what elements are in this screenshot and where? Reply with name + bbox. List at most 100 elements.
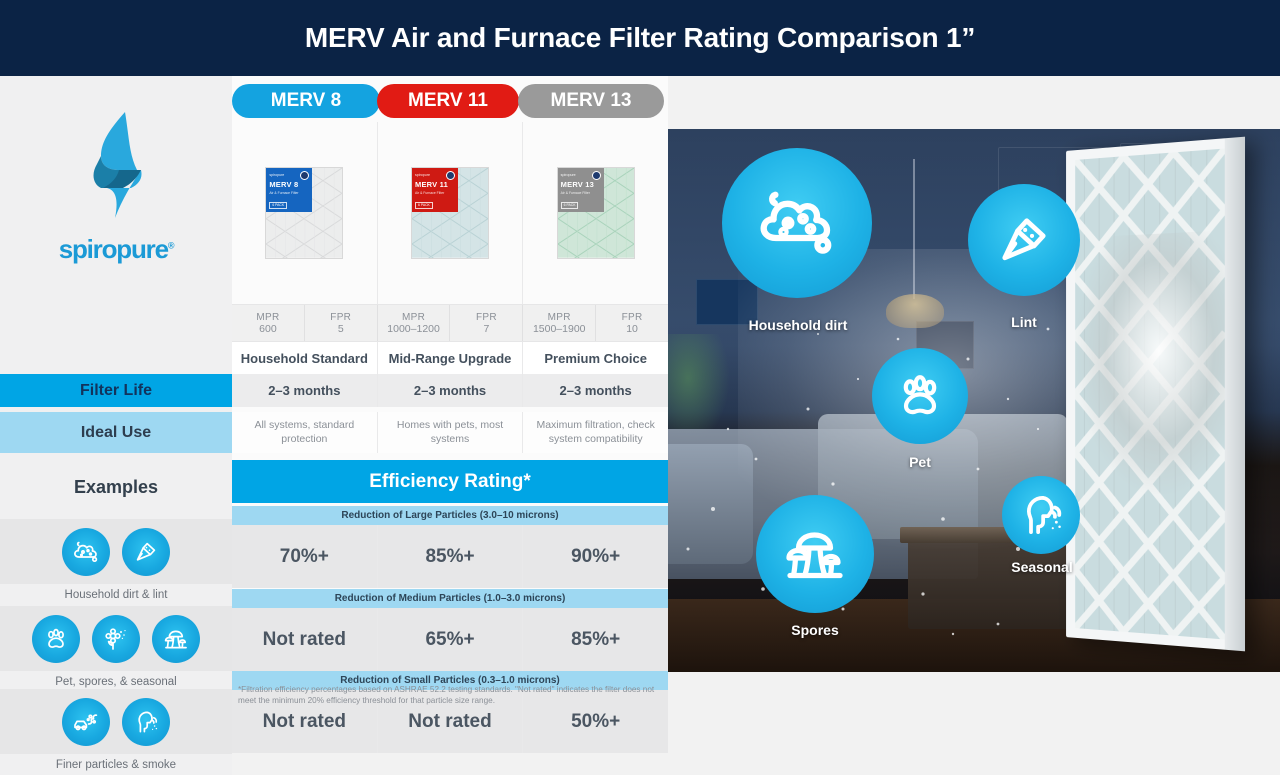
example-icon-row: [0, 689, 232, 754]
mpr-value: 1000–1200: [387, 322, 440, 335]
medium-particles-merv-13: 85%+: [571, 628, 621, 650]
subheading-medium-particles: Reduction of Medium Particles (1.0–3.0 m…: [232, 589, 668, 608]
paw-print-icon: [32, 614, 80, 663]
callout-bubble-pet: [872, 348, 968, 444]
brand-name: spiropure: [58, 234, 169, 264]
example-icon-row: [0, 519, 232, 584]
tagline-row: Household Standard Mid-Range Upgrade Pre…: [232, 342, 668, 374]
medium-particles-merv-8: Not rated: [232, 608, 378, 671]
callout-bubble-lint: [968, 184, 1080, 296]
mpr-fpr-row: MPR 600 FPR 5 MPR 1000–1200 FPR 7 MPR 15…: [232, 304, 668, 342]
mushroom-spores-icon: [786, 532, 843, 579]
merv-pill-label: MERV 11: [408, 90, 488, 111]
sidebar-row-filter-life: Filter Life: [0, 374, 232, 407]
ideal-use-merv-11: Homes with pets, most systems: [378, 412, 524, 453]
callout-label-household-dirt: Household dirt: [748, 317, 848, 333]
product-label-pack: 6 PACK: [269, 201, 288, 210]
dust-cloud-icon: [760, 191, 832, 254]
callout-label-pet: Pet: [909, 454, 931, 470]
comparison-table: MERV 8 MERV 11 MERV 13: [232, 76, 668, 753]
ideal-use-merv-13: Maximum filtration, check system compati…: [536, 419, 655, 445]
sofa-cushion: [668, 444, 753, 564]
medium-particles-merv-11: 65%+: [378, 608, 524, 671]
merv-pill-merv-13[interactable]: MERV 13: [518, 84, 664, 118]
product-label-merv: MERV 8: [269, 180, 299, 190]
room-photo-panel: Household dirt Lint Pet Spores Seasonal: [668, 129, 1280, 672]
fpr-key: FPR: [475, 311, 497, 323]
efficiency-rating-heading: Efficiency Rating*: [232, 460, 668, 503]
lint-brush-icon: [1002, 218, 1046, 261]
sneezing-person-icon: [122, 697, 170, 746]
fpr-value: 7: [483, 322, 490, 335]
product-label-brand: spiropure: [269, 173, 285, 177]
mpr-value: 1500–1900: [532, 322, 586, 335]
fpr-key: FPR: [330, 311, 352, 323]
callout-label-seasonal: Seasonal: [1011, 559, 1073, 575]
merv-pill-label: MERV 13: [550, 90, 632, 111]
usa-flag-icon: [300, 171, 310, 180]
sidebar-label-ideal-use: Ideal Use: [80, 423, 152, 441]
product-label-card: spiropure MERV 11 Air & Furnace Filter 6…: [412, 168, 458, 212]
product-filter-image: spiropure MERV 8 Air & Furnace Filter 6 …: [265, 167, 344, 259]
filter-life-merv-8: 2–3 months: [232, 374, 378, 407]
usa-flag-icon: [591, 171, 601, 180]
product-cell-merv-11[interactable]: spiropure MERV 11 Air & Furnace Filter 6…: [378, 122, 524, 304]
floor-lamp-pole: [913, 159, 915, 299]
sneezing-person-icon: [1026, 495, 1062, 535]
product-label-card: spiropure MERV 8 Air & Furnace Filter 6 …: [266, 168, 313, 212]
mpr-key: MPR: [402, 311, 426, 323]
mushroom-spores-icon: [152, 614, 200, 663]
callout-label-lint: Lint: [1011, 314, 1037, 330]
tagline-merv-8: Household Standard: [232, 342, 378, 374]
merv-pill-merv-8[interactable]: MERV 8: [232, 84, 380, 118]
merv-pill-label: MERV 8: [270, 90, 342, 111]
example-group-household: Household dirt & lint: [0, 519, 232, 605]
pollen-flower-icon: [92, 614, 140, 663]
callout-bubble-household-dirt: [722, 148, 872, 298]
mpr-cell-merv-11: MPR 1000–1200: [378, 305, 451, 341]
filter-life-merv-13: 2–3 months: [559, 383, 632, 398]
subheading-label: Reduction of Large Particles (3.0–10 mic…: [341, 510, 559, 521]
product-image-row: spiropure MERV 8 Air & Furnace Filter 6 …: [232, 122, 668, 304]
sidebar-label-filter-life: Filter Life: [79, 381, 152, 399]
brand-wordmark: spiropure®: [58, 234, 175, 265]
product-cell-merv-13[interactable]: spiropure MERV 13 Air & Furnace Filter 6…: [523, 122, 668, 304]
tagline-merv-11: Mid-Range Upgrade: [378, 342, 524, 374]
fpr-key: FPR: [621, 311, 643, 323]
product-filter-image: spiropure MERV 13 Air & Furnace Filter 6…: [556, 167, 635, 259]
mpr-cell-merv-8: MPR 600: [232, 305, 305, 341]
filter-side-edge: [1224, 136, 1246, 652]
example-group-label: Finer particles & smoke: [0, 754, 232, 775]
product-cell-merv-8[interactable]: spiropure MERV 8 Air & Furnace Filter 6 …: [232, 122, 378, 304]
page-title: MERV Air and Furnace Filter Rating Compa…: [304, 22, 976, 53]
large-particles-merv-13: 90%+: [571, 545, 621, 567]
brand-logo: spiropure®: [0, 92, 232, 322]
fpr-value: 5: [337, 322, 344, 335]
merv-pill-merv-11[interactable]: MERV 11: [377, 84, 519, 118]
sidebar-label-examples: Examples: [73, 476, 159, 497]
fpr-value: 10: [626, 322, 638, 335]
brand-registered: ®: [167, 240, 175, 251]
filter-life-merv-11: 2–3 months: [378, 374, 524, 407]
large-particles-merv-11: 85%+: [378, 525, 524, 588]
ideal-use-merv-8: All systems, standard protection: [232, 412, 378, 453]
fpr-cell-merv-8: FPR 5: [305, 305, 378, 341]
product-label-merv: MERV 13: [560, 180, 595, 190]
wall-art: [696, 279, 758, 325]
example-group-label: Pet, spores, & seasonal: [0, 671, 232, 692]
subheading-small-particles: Reduction of Small Particles (0.3–1.0 mi…: [232, 671, 668, 690]
tagline-merv-13: Premium Choice: [544, 350, 647, 366]
lamp-shade: [886, 294, 944, 328]
potted-plant: [668, 334, 730, 444]
dirty-air-filter: [1066, 136, 1246, 652]
filter-dirt-buildup: [1076, 230, 1230, 497]
title-bar: MERV Air and Furnace Filter Rating Compa…: [0, 0, 1280, 76]
product-label-pack: 6 PACK: [415, 201, 433, 210]
example-icon-row: [0, 606, 232, 671]
product-label-pack: 6 PACK: [560, 201, 579, 210]
paw-print-icon: [903, 375, 937, 415]
product-label-brand: spiropure: [560, 173, 576, 177]
ideal-use-row: All systems, standard protection Homes w…: [232, 412, 668, 453]
subheading-label: Reduction of Small Particles (0.3–1.0 mi…: [340, 675, 560, 686]
